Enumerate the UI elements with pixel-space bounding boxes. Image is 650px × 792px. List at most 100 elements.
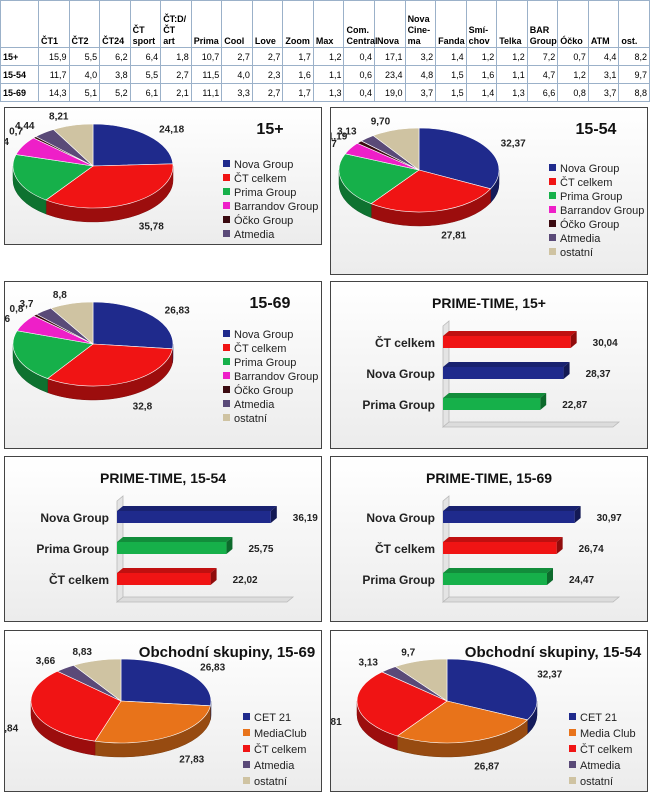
category-label-prima-group: Prima Group [362,573,435,587]
slice-label-cet-21: 26,83 [200,662,225,673]
table-cell: 3,8 [99,65,131,84]
legend-swatch-ocko-group [223,386,230,393]
category-label-ct-celkem: ČT celkem [49,572,109,587]
pie-slice-ostatni [72,658,122,702]
bar-nova-group [443,362,570,379]
legend-entry-prima-group: Prima Group [234,357,296,369]
obchodni-15-54-chart: Obchodní skupiny, 15-54 32,37 26,87 27,81 3,… [331,644,642,788]
table-cell: 5,1 [68,83,101,102]
legend-entry-atmedia: Atmedia [580,760,621,772]
table-cell: 6,1 [129,83,162,102]
table-header-6: Prima [190,0,223,48]
pie-slice-prima-group [12,330,94,379]
pie-slice-ct-celkem [356,671,448,737]
table-cell: 0,6 [343,65,376,84]
value-label-nova-group: 30,97 [597,513,622,524]
legend-swatch-ocko-group [223,216,230,223]
axis-floor [441,596,621,603]
slice-label-ocko-group: 1,19 [331,131,348,142]
slice-label-cet-21: 32,37 [537,670,562,681]
slice-label-ostatni: 8,8 [53,290,67,301]
table-cell: 1,2 [496,47,528,66]
table-cell: 1,7 [282,47,314,66]
table-cell: 8,8 [618,83,650,102]
table-cell: 11,7 [38,65,70,84]
table-cell: 2,3 [251,65,284,84]
pie-group [12,123,174,223]
bar-front [443,573,547,585]
value-label-nova-group: 28,37 [586,369,611,380]
bar-end [563,362,570,379]
table-cell: 6,2 [99,47,131,66]
category-label-ct-celkem: ČT celkem [375,541,435,556]
bar-top [117,568,217,573]
legend-entry-cet-21: CET 21 [580,712,617,724]
bar-front [117,511,271,523]
table-cell: 1,2 [465,47,498,66]
table-header-1: ČT1 [38,0,70,48]
table-cell: 15,9 [38,47,70,66]
table-header-7: Cool [221,0,253,48]
legend-swatch-atmedia [569,761,576,768]
table-cell: 0,4 [343,83,376,102]
pie-slice-mediaclub [94,700,211,744]
table-cell: 6,6 [526,83,559,102]
obchodni-15-54-panel: Obchodní skupiny, 15-54 32,37 26,87 27,81 3,… [330,630,648,792]
legend-entry-atmedia: Atmedia [234,399,275,411]
legend-swatch-ostatni [243,777,250,784]
pie-slice-ct-celkem [30,670,122,742]
legend-entry-ct-celkem: ČT celkem [560,176,612,189]
legend-swatch-prima-group [223,188,230,195]
table-cell: 4,0 [221,65,253,84]
legend-swatch-atmedia [223,230,230,237]
chart-title: 15-54 [576,121,617,138]
bar-top [443,362,570,367]
slice-label-ostatni: 9,70 [371,116,391,127]
slice-label-atmedia: 4,44 [15,121,35,132]
bar-front [443,367,564,379]
legend-swatch-ostatni [223,414,230,421]
table-cell: 7,2 [526,47,559,66]
table-cell: 0,7 [557,47,589,66]
table-row: 15+ 15,9 5,5 6,2 6,4 1,8 10,7 2,7 2,7 1,7 1,2 0,4 17… [0,47,650,66]
legend-entry-ostatni: ostatní [580,776,613,788]
pie-group [30,658,212,758]
table-row: 15-54 11,7 4,0 3,8 5,5 2,7 11,5 4,0 2,3 1,6 1,1 0,6… [0,65,650,84]
bar-top [443,537,563,542]
category-label-prima-group: Prima Group [36,542,109,556]
pie-slice-cet-21 [120,658,212,707]
table-cell: 1,1 [496,65,528,84]
slice-label-ct-celkem: 32,84 [5,724,19,735]
table-cell: 4,7 [526,65,559,84]
chart-title: PRIME-TIME, 15+ [432,295,546,311]
legend-swatch-ct-celkem [569,745,576,752]
table-cell: 19,0 [374,83,406,102]
row-label: 15+ [0,47,39,66]
table-header-10: Max [312,0,345,48]
legend-swatch-prima-group [223,358,230,365]
table-cell: 1,4 [435,47,467,66]
bar-ct-celkem [443,537,563,554]
legend-swatch-ostatni [569,777,576,784]
legend-entry-atmedia: Atmedia [560,233,601,245]
table-cell: 4,8 [404,65,437,84]
legend-entry-ostatni: ostatní [234,243,267,244]
table-header-13: Nova Cine-ma [404,0,437,48]
pie-group [12,301,174,401]
slice-label-nova-group: 26,83 [165,305,190,316]
table-cell: 5,2 [99,83,131,102]
legend-entry-atmedia: Atmedia [254,760,295,772]
bar-prima-group [443,568,553,585]
table-cell: 2,7 [251,83,284,102]
pie-slice-ct-celkem [46,343,173,387]
bar-front [443,511,575,523]
legend-entry-ct-celkem: ČT celkem [580,743,632,756]
table-header-8: Love [251,0,284,48]
primetime-15-54-chart: PRIME-TIME, 15-54 Nova Group 36,19 Prima Gr… [36,470,318,603]
bar-front [117,542,227,554]
legend-swatch-cet-21 [569,713,576,720]
pie-group [356,658,538,758]
slice-label-nova-group: 24,18 [159,124,184,135]
row-label: 15-69 [0,83,39,102]
